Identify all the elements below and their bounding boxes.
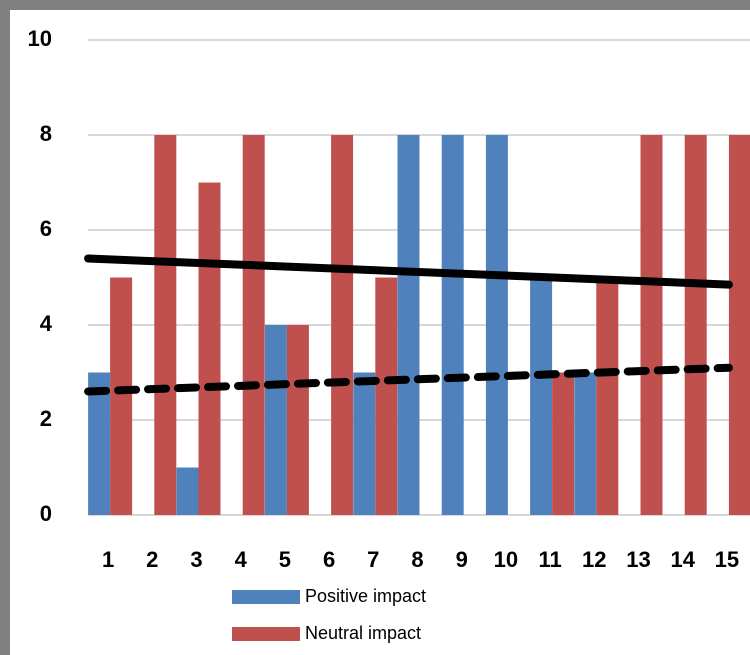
y-tick-label: 2 (40, 406, 52, 431)
y-tick-label: 0 (40, 501, 52, 526)
bar (375, 277, 398, 515)
bar (353, 372, 376, 515)
x-tick-label: 9 (456, 547, 468, 572)
x-tick-label: 3 (190, 547, 202, 572)
bar (684, 135, 707, 515)
legend-swatch (232, 590, 300, 604)
trend-line (84, 363, 733, 396)
x-tick-label: 8 (411, 547, 423, 572)
bar (154, 135, 177, 515)
y-tick-label: 4 (40, 311, 53, 336)
x-tick-label: 2 (146, 547, 158, 572)
bar (110, 277, 133, 515)
bar (728, 135, 750, 515)
x-tick-label: 15 (715, 547, 739, 572)
x-tick-label: 13 (626, 547, 650, 572)
x-tick-label: 10 (494, 547, 518, 572)
x-tick-label: 12 (582, 547, 606, 572)
bar (596, 277, 619, 515)
x-tick-label: 4 (235, 547, 248, 572)
bar (286, 325, 309, 515)
legend-swatch (232, 627, 300, 641)
bar (552, 372, 575, 515)
bar (264, 325, 287, 515)
bar (485, 135, 508, 515)
bar (88, 372, 111, 515)
legend-label: Positive impact (305, 586, 426, 606)
x-tick-label: 5 (279, 547, 291, 572)
y-tick-label: 8 (40, 121, 52, 146)
bar (574, 372, 597, 515)
x-tick-label: 11 (538, 547, 561, 572)
bar (198, 182, 221, 515)
bar (176, 467, 199, 515)
x-tick-label: 7 (367, 547, 379, 572)
bar (530, 277, 553, 515)
bar (397, 135, 420, 515)
bar (242, 135, 265, 515)
bar (640, 135, 663, 515)
y-tick-label: 10 (28, 26, 52, 51)
x-tick-label: 6 (323, 547, 335, 572)
trend-line (84, 254, 733, 289)
bar (441, 135, 464, 515)
x-tick-label: 1 (102, 547, 114, 572)
legend-label: Neutral impact (305, 623, 421, 643)
y-tick-label: 6 (40, 216, 52, 241)
bar (331, 135, 354, 515)
x-tick-label: 14 (670, 547, 695, 572)
